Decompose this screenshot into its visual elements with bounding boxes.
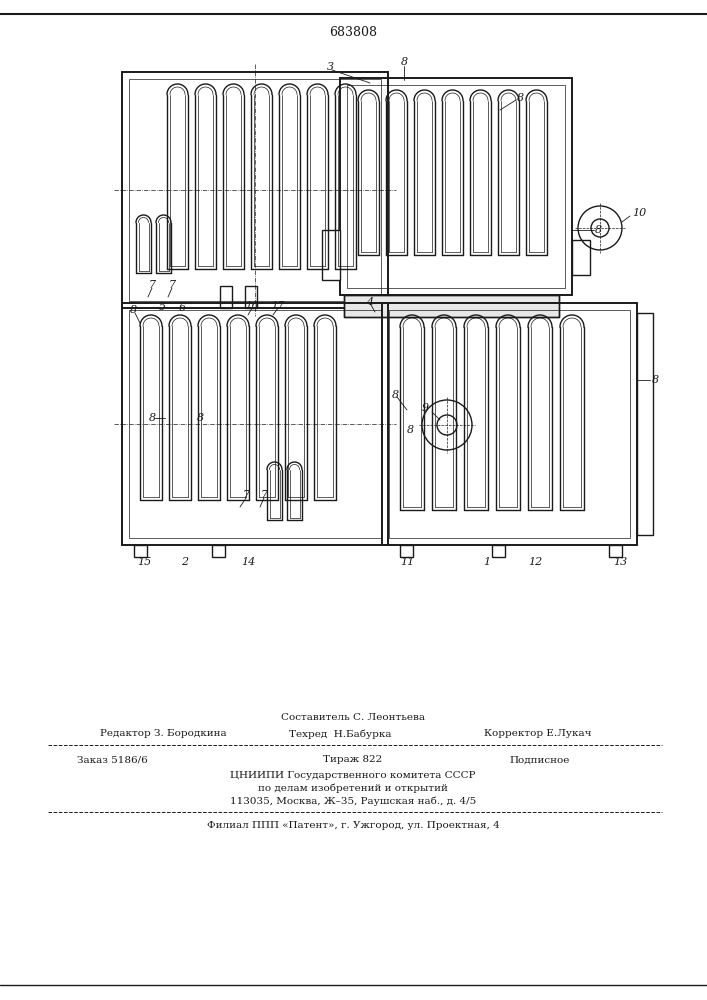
Text: ЦНИИПИ Государственного комитета СССР: ЦНИИПИ Государственного комитета СССР xyxy=(230,770,476,780)
Text: 3: 3 xyxy=(327,62,334,72)
Text: Тираж 822: Тираж 822 xyxy=(323,756,382,764)
Text: Филиал ППП «Патент», г. Ужгород, ул. Проектная, 4: Филиал ППП «Патент», г. Ужгород, ул. Про… xyxy=(206,820,499,830)
Text: 4: 4 xyxy=(366,297,373,307)
Text: 8: 8 xyxy=(516,93,524,103)
Bar xyxy=(129,310,381,538)
Text: 9: 9 xyxy=(421,403,428,413)
Text: 8: 8 xyxy=(400,57,407,67)
Text: 13: 13 xyxy=(613,557,627,567)
Text: Корректор Е.Лукач: Корректор Е.Лукач xyxy=(484,730,592,738)
Text: 8: 8 xyxy=(148,413,156,423)
Bar xyxy=(344,295,559,317)
Text: Подписное: Подписное xyxy=(510,756,570,764)
Text: 8: 8 xyxy=(651,375,658,385)
Text: Техред  Н.Бабурка: Техред Н.Бабурка xyxy=(288,729,391,739)
Text: 8: 8 xyxy=(595,225,602,235)
Bar xyxy=(134,545,147,557)
Text: 8: 8 xyxy=(129,305,136,315)
Text: 7: 7 xyxy=(168,280,175,290)
Text: 7: 7 xyxy=(243,490,250,500)
Text: 113035, Москва, Ж–35, Раушская наб., д. 4/5: 113035, Москва, Ж–35, Раушская наб., д. … xyxy=(230,796,476,806)
Bar xyxy=(122,72,388,308)
Bar xyxy=(245,286,257,308)
Bar xyxy=(340,78,572,295)
Bar xyxy=(122,303,388,545)
Bar xyxy=(637,313,653,535)
Bar xyxy=(347,85,565,288)
Text: 17: 17 xyxy=(271,300,285,310)
Bar xyxy=(389,310,630,538)
Text: 12: 12 xyxy=(528,557,542,567)
Bar xyxy=(322,230,340,280)
Text: 7: 7 xyxy=(148,280,156,290)
Bar xyxy=(609,545,622,557)
Bar xyxy=(400,545,413,557)
Bar xyxy=(344,295,559,317)
Bar xyxy=(572,240,590,275)
Text: 1: 1 xyxy=(484,557,491,567)
Text: 8: 8 xyxy=(197,413,204,423)
Text: Редактор З. Бородкина: Редактор З. Бородкина xyxy=(100,730,226,738)
Text: 15: 15 xyxy=(137,557,151,567)
Text: 5: 5 xyxy=(158,302,165,312)
Text: Составитель С. Леонтьева: Составитель С. Леонтьева xyxy=(281,714,425,722)
Bar xyxy=(220,286,232,308)
Text: 683808: 683808 xyxy=(329,25,377,38)
Text: 16: 16 xyxy=(245,300,259,310)
Text: 10: 10 xyxy=(632,208,646,218)
Bar xyxy=(492,545,505,557)
Bar xyxy=(212,545,225,557)
Text: Заказ 5186/6: Заказ 5186/6 xyxy=(76,756,147,764)
Text: 11: 11 xyxy=(400,557,414,567)
Text: 2: 2 xyxy=(182,557,189,567)
Text: 6: 6 xyxy=(178,303,185,313)
Text: 8: 8 xyxy=(407,425,414,435)
Text: 8: 8 xyxy=(392,390,399,400)
Bar xyxy=(129,79,381,301)
Text: по делам изобретений и открытий: по делам изобретений и открытий xyxy=(258,783,448,793)
Text: 14: 14 xyxy=(241,557,255,567)
Bar xyxy=(382,303,637,545)
Text: 7: 7 xyxy=(260,490,267,500)
